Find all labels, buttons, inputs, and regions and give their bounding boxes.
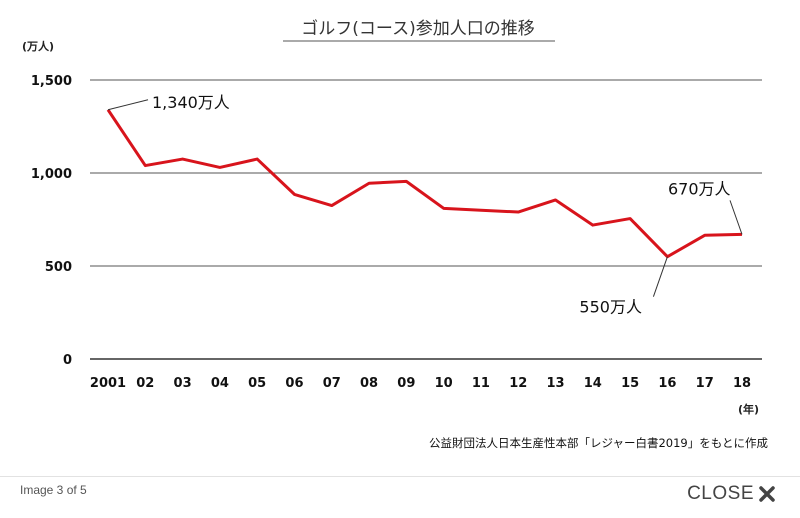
x-tick-label: 04 (211, 376, 229, 391)
y-tick-label: 500 (45, 260, 72, 275)
x-tick-label: 11 (472, 376, 490, 391)
annotation-label: 670万人 (668, 179, 731, 198)
y-tick-label: 1,000 (31, 167, 72, 182)
y-tick-label: 1,500 (31, 74, 72, 89)
x-tick-label: 02 (136, 376, 154, 391)
y-axis-unit: (万人) (22, 39, 54, 53)
x-tick-label: 18 (733, 376, 751, 391)
annotation-label: 550万人 (579, 298, 642, 317)
chart-area: ゴルフ(コース)参加人口の推移 (万人) (年) 0 500 1,000 1,500 … (22, 18, 768, 450)
x-tick-label: 03 (174, 376, 192, 391)
line-chart: ゴルフ(コース)参加人口の推移 (万人) (年) 05001,0001,500 … (22, 18, 768, 450)
source-note: 公益財団法人日本生産性本部「レジャー白書2019」をもとに作成 (429, 436, 768, 450)
close-x-icon (759, 486, 775, 502)
close-label: CLOSE (687, 483, 754, 504)
x-tick-label: 10 (435, 376, 453, 391)
y-tick-label: 0 (63, 353, 72, 368)
x-tick-label: 17 (696, 376, 714, 391)
annotation-leader (652, 256, 668, 297)
x-axis-unit: (年) (738, 402, 759, 416)
annotation-leader (729, 200, 743, 235)
annotation-label: 1,340万人 (152, 93, 230, 112)
image-counter: Image 3 of 5 (20, 483, 87, 497)
x-tick-label: 15 (621, 376, 639, 391)
annotation-leader (107, 99, 149, 111)
x-tick-label: 14 (584, 376, 602, 391)
x-tick-label: 12 (509, 376, 527, 391)
x-tick-label: 06 (285, 376, 303, 391)
close-button[interactable]: CLOSE (687, 481, 776, 507)
x-tick-label: 05 (248, 376, 266, 391)
x-tick-label: 07 (323, 376, 341, 391)
x-tick-label: 13 (546, 376, 564, 391)
series-line (106, 108, 743, 259)
x-tick-label: 2001 (90, 376, 126, 391)
x-tick-label: 16 (658, 376, 676, 391)
x-tick-label: 08 (360, 376, 378, 391)
x-tick-label: 09 (397, 376, 415, 391)
viewer-footer: Image 3 of 5 CLOSE (0, 476, 800, 518)
chart-title: ゴルフ(コース)参加人口の推移 (301, 18, 534, 39)
